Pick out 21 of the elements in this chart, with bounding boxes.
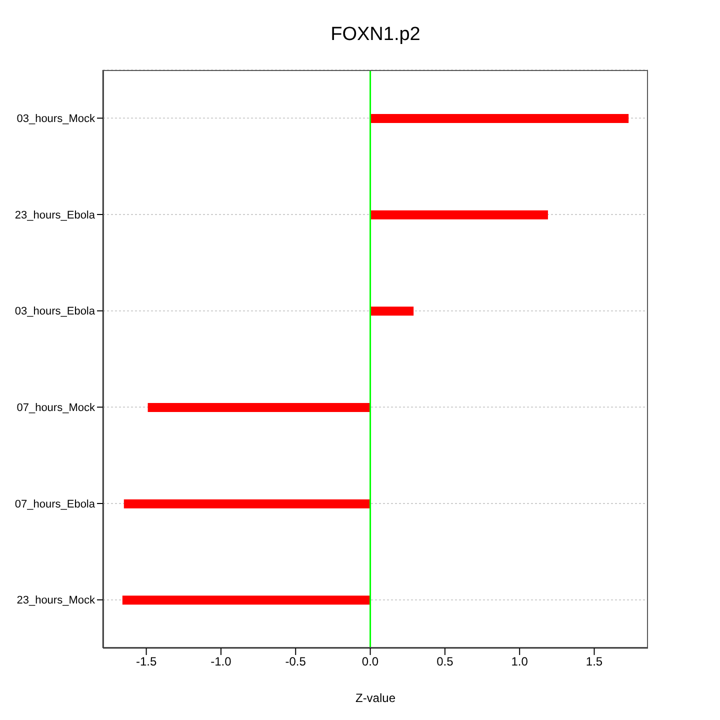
bar [148, 403, 370, 412]
bar [124, 499, 370, 508]
bar [122, 596, 370, 605]
x-tick-label: 0.5 [436, 654, 454, 669]
x-tick-label: 0.0 [362, 654, 379, 669]
y-tick-label: 03_hours_Mock [16, 113, 96, 126]
bar [370, 210, 548, 220]
chart-title: FOXN1.p2 [330, 24, 422, 46]
x-tick-label: -1.5 [136, 654, 157, 669]
x-tick-label: 1.5 [586, 654, 603, 669]
x-tick-label: 1.0 [511, 654, 528, 669]
y-tick-label: 23_hours_Ebola [14, 209, 96, 222]
bar [370, 306, 414, 316]
y-tick-label: 03_hours_Ebola [14, 306, 96, 318]
x-tick-label: -0.5 [285, 654, 306, 669]
y-tick-label: 07_hours_Ebola [14, 498, 96, 510]
bar [370, 114, 629, 123]
x-tick-label: -1.0 [210, 654, 232, 669]
y-tick-label: 07_hours_Mock [16, 402, 96, 414]
y-tick-label: 23_hours_Mock [16, 594, 96, 607]
x-axis-title: Z-value [355, 691, 396, 705]
